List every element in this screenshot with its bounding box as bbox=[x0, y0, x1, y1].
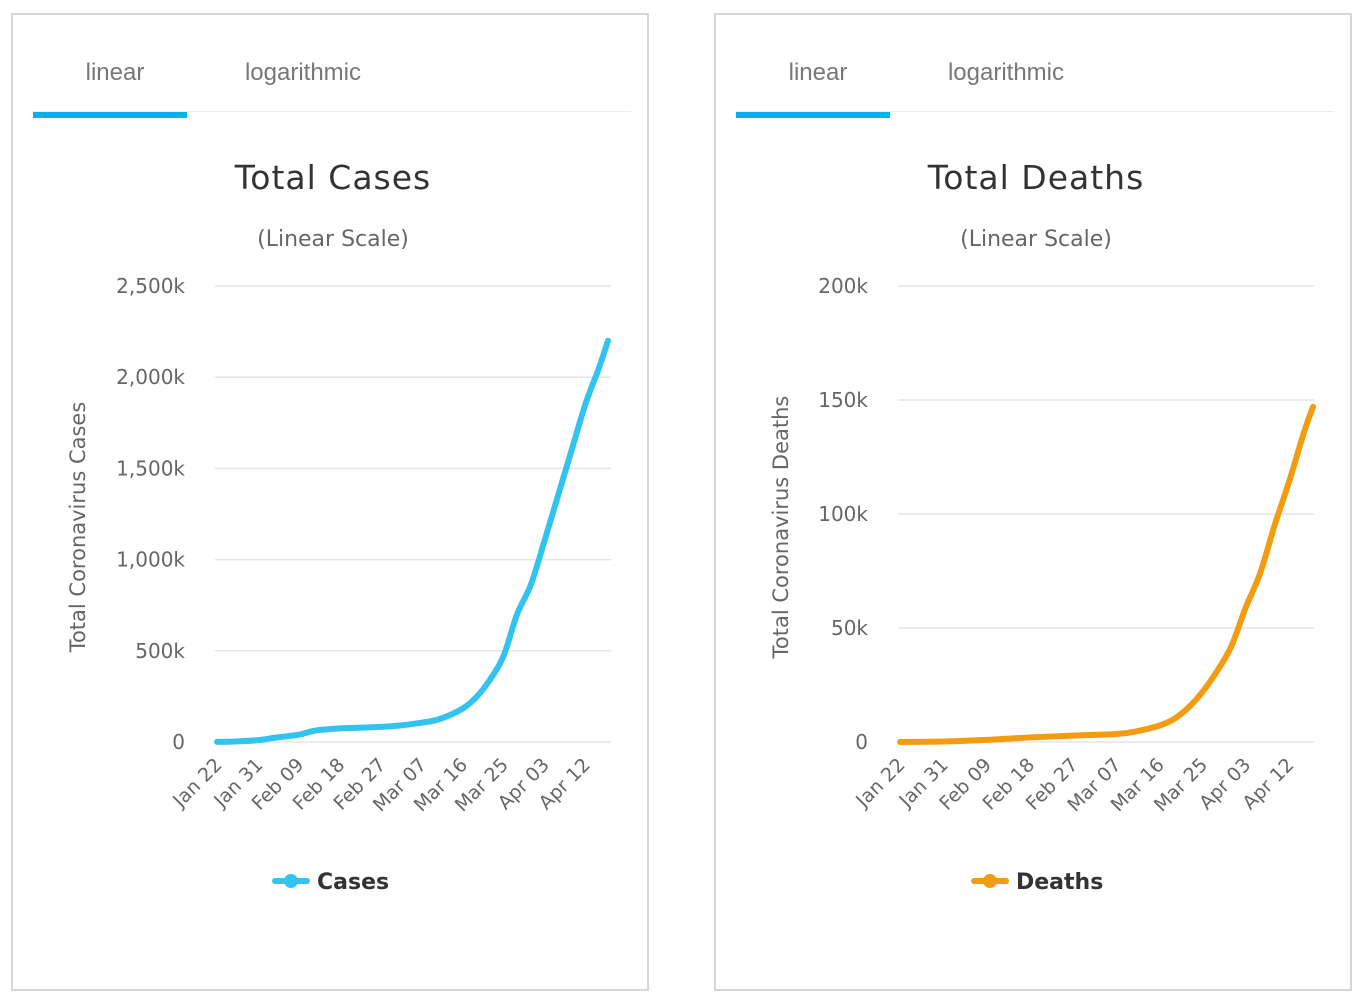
tab-divider bbox=[736, 111, 1334, 112]
data-point[interactable] bbox=[582, 401, 588, 408]
legend-label[interactable]: Cases bbox=[317, 870, 389, 895]
data-point[interactable] bbox=[1132, 728, 1138, 735]
data-point[interactable] bbox=[555, 493, 561, 499]
y-tick-label: 2,500k bbox=[116, 274, 185, 298]
cases-chart-panel: linear logarithmic Total Cases (Linear S… bbox=[11, 13, 649, 991]
data-point[interactable] bbox=[1271, 522, 1278, 528]
data-point[interactable] bbox=[605, 338, 611, 344]
data-point[interactable] bbox=[437, 716, 443, 722]
y-tick-label: 200k bbox=[818, 274, 868, 298]
y-axis-label: Total Coronavirus Cases bbox=[66, 402, 90, 654]
data-point[interactable] bbox=[1228, 643, 1234, 649]
data-point[interactable] bbox=[1070, 733, 1076, 739]
data-point[interactable] bbox=[940, 738, 946, 745]
y-tick-label: 0 bbox=[172, 730, 185, 754]
legend[interactable]: Deaths bbox=[971, 870, 1103, 895]
data-point[interactable] bbox=[378, 724, 384, 730]
data-point[interactable] bbox=[897, 739, 903, 745]
deaths-chart: Total Deaths (Linear Scale) Total Corona… bbox=[769, 158, 1316, 895]
data-point[interactable] bbox=[541, 538, 547, 544]
data-point[interactable] bbox=[396, 722, 402, 729]
data-point[interactable] bbox=[1027, 734, 1033, 741]
data-point[interactable] bbox=[418, 720, 425, 726]
legend-marker-icon bbox=[983, 874, 997, 888]
legend[interactable]: Cases bbox=[272, 870, 389, 895]
data-point[interactable] bbox=[296, 732, 302, 738]
y-tick-label: 500k bbox=[135, 639, 185, 663]
deaths-chart-panel: linear logarithmic Total Deaths (Linear … bbox=[714, 13, 1352, 991]
data-point[interactable] bbox=[1171, 716, 1177, 722]
chart-subtitle: (Linear Scale) bbox=[960, 227, 1112, 252]
chart-subtitle: (Linear Scale) bbox=[257, 227, 409, 252]
y-axis-label: Total Coronavirus Deaths bbox=[769, 396, 793, 660]
y-tick-label: 50k bbox=[831, 616, 868, 640]
chart-title: Total Cases bbox=[234, 158, 432, 197]
data-point[interactable] bbox=[528, 582, 534, 588]
tab-logarithmic[interactable]: logarithmic bbox=[244, 59, 362, 86]
legend-label[interactable]: Deaths bbox=[1016, 870, 1103, 895]
data-point[interactable] bbox=[232, 738, 238, 745]
y-tick-label: 1,500k bbox=[116, 456, 185, 480]
data-point[interactable] bbox=[1185, 705, 1191, 711]
data-point[interactable] bbox=[273, 734, 279, 741]
data-point[interactable] bbox=[214, 739, 220, 745]
data-point[interactable] bbox=[569, 447, 575, 453]
data-point[interactable] bbox=[596, 365, 602, 371]
tab-logarithmic[interactable]: logarithmic bbox=[947, 59, 1065, 86]
y-tick-label: 100k bbox=[818, 502, 868, 526]
data-point[interactable] bbox=[1257, 570, 1263, 576]
tab-linear[interactable]: linear bbox=[85, 59, 145, 86]
data-point[interactable] bbox=[983, 737, 990, 743]
cases-chart: Total Cases (Linear Scale) Total Coronav… bbox=[66, 158, 611, 895]
legend-marker-icon bbox=[284, 874, 298, 888]
data-point[interactable] bbox=[1199, 689, 1206, 695]
x-tick-label: Jan 22 bbox=[851, 754, 909, 812]
active-tab-underline bbox=[33, 112, 187, 118]
chart-title: Total Deaths bbox=[927, 158, 1145, 197]
data-point[interactable] bbox=[255, 737, 261, 743]
series-line[interactable] bbox=[897, 403, 1316, 745]
data-point[interactable] bbox=[1310, 404, 1316, 410]
data-point[interactable] bbox=[514, 611, 520, 617]
data-point[interactable] bbox=[487, 677, 493, 683]
data-point[interactable] bbox=[500, 653, 507, 659]
y-tick-label: 150k bbox=[818, 388, 868, 412]
tab-linear[interactable]: linear bbox=[788, 59, 848, 86]
tab-divider bbox=[33, 111, 631, 112]
active-tab-underline bbox=[736, 112, 890, 118]
data-point[interactable] bbox=[359, 724, 366, 731]
data-point[interactable] bbox=[318, 727, 325, 733]
data-point[interactable] bbox=[1286, 479, 1292, 485]
y-tick-label: 0 bbox=[855, 730, 868, 754]
data-point[interactable] bbox=[1214, 668, 1220, 674]
data-point[interactable] bbox=[1300, 431, 1306, 437]
series-line[interactable] bbox=[214, 337, 611, 745]
data-point[interactable] bbox=[473, 694, 479, 700]
data-point[interactable] bbox=[1113, 731, 1119, 737]
data-point[interactable] bbox=[1243, 604, 1249, 611]
data-point[interactable] bbox=[309, 728, 316, 734]
data-point[interactable] bbox=[337, 725, 343, 731]
data-point[interactable] bbox=[459, 706, 466, 712]
y-tick-label: 1,000k bbox=[116, 548, 185, 572]
data-point[interactable] bbox=[1156, 722, 1162, 729]
y-tick-label: 2,000k bbox=[116, 365, 185, 389]
